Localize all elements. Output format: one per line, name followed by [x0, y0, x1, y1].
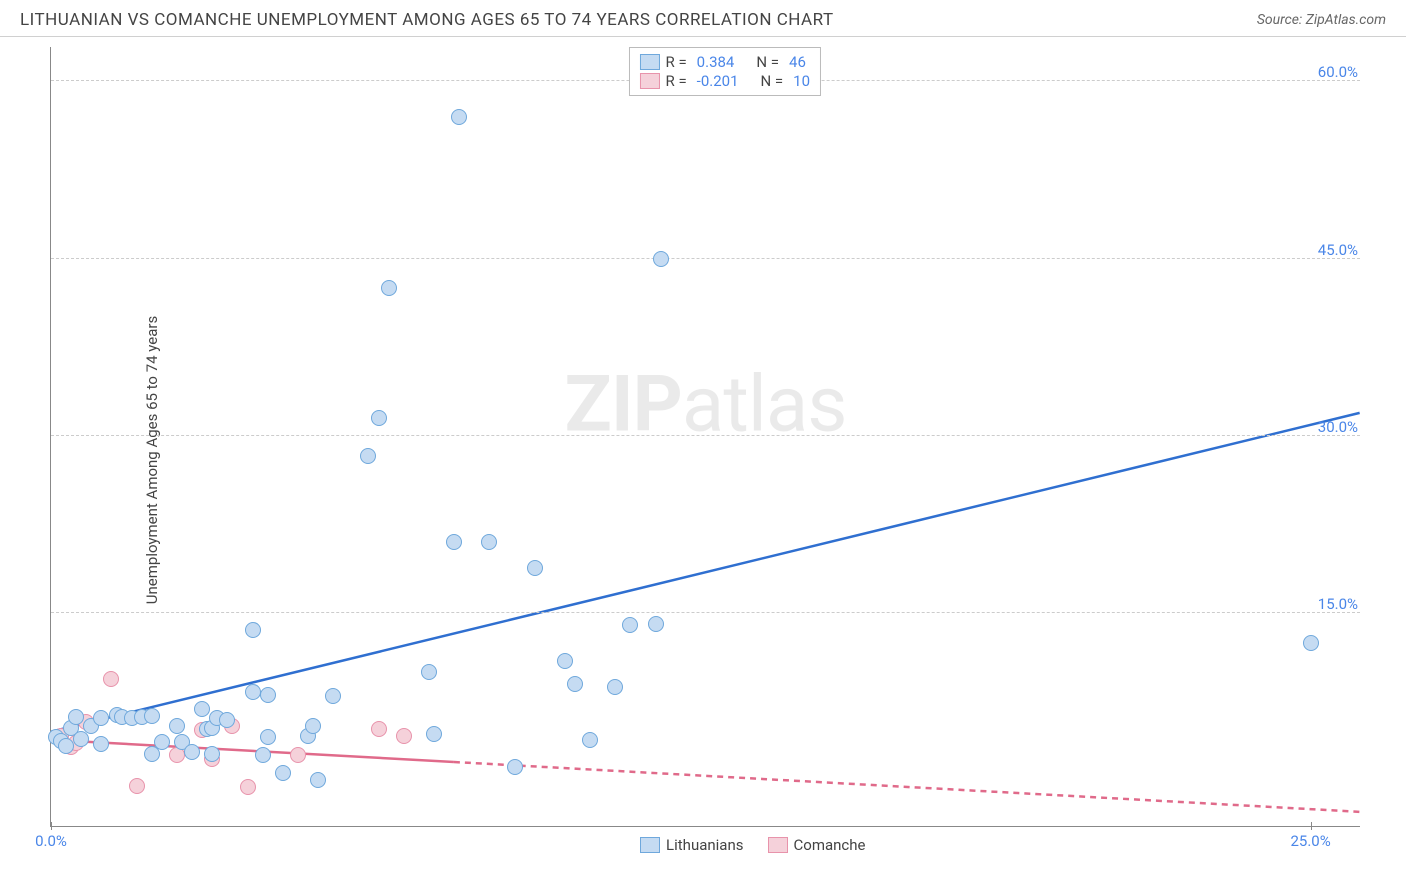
data-point-lithuanians	[93, 710, 109, 726]
data-point-lithuanians	[305, 718, 321, 734]
data-point-lithuanians	[260, 687, 276, 703]
data-point-lithuanians	[648, 616, 664, 632]
trend-lines	[51, 47, 1360, 826]
n-label-com: N =	[761, 72, 784, 90]
data-point-lithuanians	[184, 744, 200, 760]
swatch-lithuanians	[639, 54, 659, 70]
data-point-lithuanians	[245, 622, 261, 638]
r-value-lith: 0.384	[697, 53, 735, 71]
data-point-comanche	[371, 721, 387, 737]
data-point-comanche	[129, 778, 145, 794]
data-point-lithuanians	[421, 664, 437, 680]
data-point-lithuanians	[255, 747, 271, 763]
data-point-lithuanians	[1303, 635, 1319, 651]
data-point-lithuanians	[582, 732, 598, 748]
xtick-mark	[51, 822, 52, 830]
gridline-h	[51, 435, 1360, 436]
data-point-lithuanians	[451, 109, 467, 125]
r-value-com: -0.201	[697, 72, 739, 90]
data-point-lithuanians	[381, 280, 397, 296]
n-value-lith: 46	[789, 53, 806, 71]
data-point-comanche	[290, 747, 306, 763]
legend-item: Lithuanians	[640, 836, 743, 854]
data-point-lithuanians	[653, 251, 669, 267]
data-point-lithuanians	[426, 726, 442, 742]
data-point-lithuanians	[275, 765, 291, 781]
r-label-com: R =	[665, 72, 686, 90]
legend-series: Lithuanians Comanche	[640, 836, 865, 854]
data-point-lithuanians	[204, 746, 220, 762]
data-point-lithuanians	[527, 560, 543, 576]
legend-row-comanche: R = -0.201 N = 10	[639, 72, 810, 90]
data-point-lithuanians	[93, 736, 109, 752]
data-point-comanche	[103, 671, 119, 687]
data-point-lithuanians	[154, 734, 170, 750]
data-point-lithuanians	[622, 617, 638, 633]
data-point-lithuanians	[507, 759, 523, 775]
r-label-lith: R =	[665, 53, 686, 71]
data-point-lithuanians	[325, 688, 341, 704]
data-point-lithuanians	[58, 738, 74, 754]
data-point-lithuanians	[557, 653, 573, 669]
watermark-bold: ZIP	[564, 360, 681, 451]
data-point-lithuanians	[607, 679, 623, 695]
data-point-lithuanians	[219, 712, 235, 728]
ytick-label: 30.0%	[1314, 418, 1362, 436]
data-point-lithuanians	[446, 534, 462, 550]
n-label-lith: N =	[756, 53, 779, 71]
legend-correlation: R = 0.384 N = 46 R = -0.201 N = 10	[628, 47, 821, 96]
data-point-lithuanians	[73, 731, 89, 747]
n-value-com: 10	[793, 72, 810, 90]
ytick-label: 45.0%	[1314, 241, 1362, 259]
data-point-comanche	[396, 728, 412, 744]
ytick-label: 60.0%	[1314, 63, 1362, 81]
legend-row-lithuanians: R = 0.384 N = 46	[639, 53, 810, 71]
legend-swatch	[768, 837, 788, 853]
legend-label: Comanche	[794, 836, 866, 854]
gridline-h	[51, 612, 1360, 613]
chart-title: LITHUANIAN VS COMANCHE UNEMPLOYMENT AMON…	[20, 10, 834, 30]
xtick-label: 0.0%	[35, 832, 67, 850]
xtick-mark	[1311, 822, 1312, 830]
gridline-h	[51, 258, 1360, 259]
data-point-lithuanians	[245, 684, 261, 700]
data-point-comanche	[240, 779, 256, 795]
data-point-lithuanians	[260, 729, 276, 745]
data-point-lithuanians	[481, 534, 497, 550]
watermark: ZIPatlas	[564, 360, 846, 451]
plot-area: ZIPatlas R = 0.384 N = 46 R = -0.201 N =…	[50, 47, 1360, 827]
data-point-lithuanians	[567, 676, 583, 692]
watermark-light: atlas	[682, 360, 847, 451]
data-point-lithuanians	[310, 772, 326, 788]
chart-source: Source: ZipAtlas.com	[1257, 12, 1386, 28]
legend-swatch	[640, 837, 660, 853]
data-point-lithuanians	[169, 718, 185, 734]
chart-area: Unemployment Among Ages 65 to 74 years Z…	[0, 37, 1406, 883]
data-point-lithuanians	[360, 448, 376, 464]
swatch-comanche	[639, 73, 659, 89]
data-point-lithuanians	[144, 708, 160, 724]
legend-label: Lithuanians	[666, 836, 743, 854]
data-point-lithuanians	[68, 709, 84, 725]
xtick-label: 25.0%	[1290, 832, 1330, 850]
data-point-lithuanians	[371, 410, 387, 426]
legend-item: Comanche	[768, 836, 866, 854]
chart-header: LITHUANIAN VS COMANCHE UNEMPLOYMENT AMON…	[0, 0, 1406, 37]
ytick-label: 15.0%	[1314, 595, 1362, 613]
data-point-lithuanians	[194, 701, 210, 717]
